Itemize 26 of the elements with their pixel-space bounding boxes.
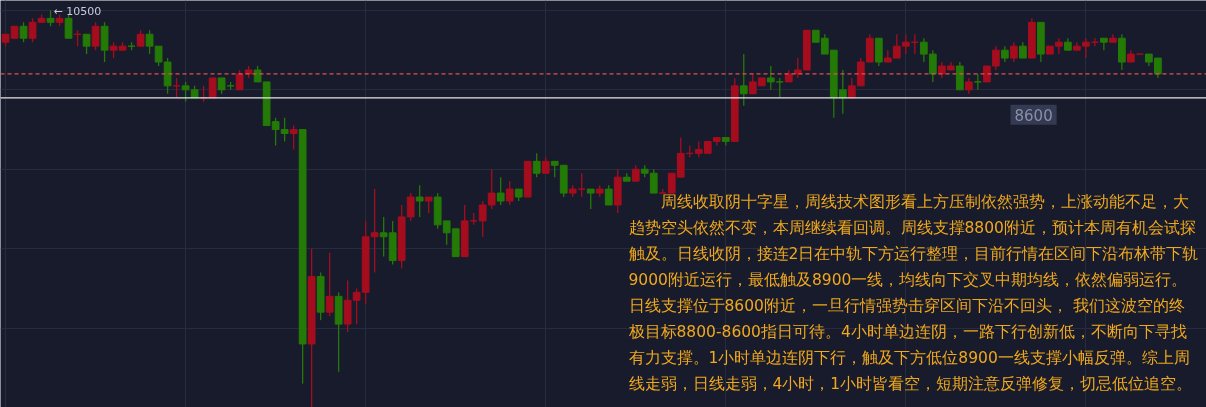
candlestick: [1009, 41, 1018, 63]
candlestick: [874, 37, 883, 67]
candlestick: [1099, 37, 1108, 51]
annotation: ← 10500: [53, 4, 102, 18]
candlestick: [145, 29, 154, 55]
candlestick: [289, 124, 298, 151]
annotation: 周线收取阴十字星，周线技术图形看上方压制依然强势，上涨动能不足，大趋势空头依然不变，本周继续看回调。周线支撑8800附近，预计本周有机会试探触及。日线收阴，接连2日在中轨下方运行整理，目前行情在区间下沿布林带下轨9000附近运行，最低触及8900一线，均线向下交叉中期均线，依然偏弱运行。日线支撑位于8600附近，一旦行情强势击穿区间下沿不回头， 我们这波空的终极目标8800-8600指日可待。4小时单边连阴，一路下行创新低，不断向下寻找有力支撑。1小时单边连阴下行，触及下方低位8900一线支撑小幅反弹。综上周线走弱，日线走弱，4小时，1小时皆看空，短期注意反弹修复，切忌低位追空。: [627, 192, 1199, 394]
candlestick: [1118, 33, 1126, 71]
candlestick: [955, 61, 964, 91]
candlestick: [505, 180, 514, 206]
candlestick: [325, 251, 334, 317]
annotation: 8600: [1014, 106, 1053, 125]
candlestick: [82, 33, 91, 55]
candlestick: [172, 77, 181, 99]
candlestick: [532, 152, 541, 178]
candlestick: [415, 184, 424, 218]
candlestick: [19, 21, 28, 43]
candlestick: [64, 13, 73, 39]
candlestick: [739, 53, 748, 107]
candlestick: [586, 188, 595, 210]
candlestick: [100, 21, 109, 63]
candlestick: [370, 188, 379, 274]
candlestick: [649, 168, 658, 194]
candlestick: [604, 184, 613, 206]
candlestick: [496, 176, 505, 206]
candlestick: [91, 21, 100, 51]
